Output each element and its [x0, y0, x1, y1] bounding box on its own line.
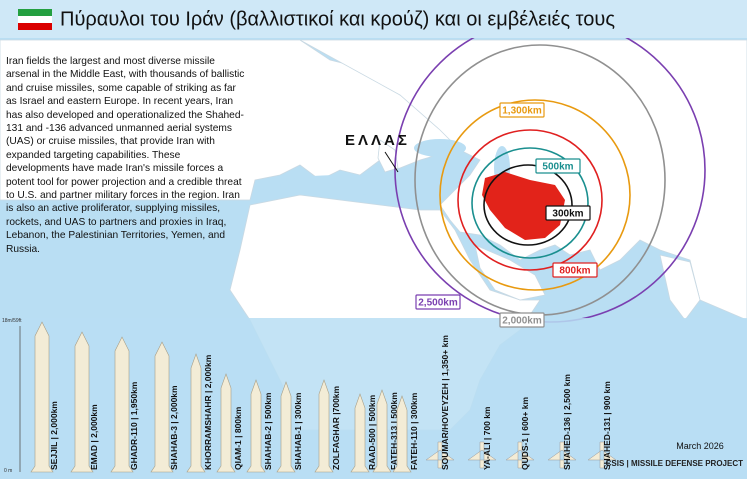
missile — [372, 389, 392, 473]
missile-label: ZOLFAGHAR |700km — [331, 385, 341, 470]
missile-label: SHAHAB-3 | 2,000km — [169, 385, 179, 470]
range-ring — [471, 147, 589, 259]
range-label: 2,500km — [418, 298, 458, 309]
range-ring — [439, 99, 631, 291]
range-label-box — [499, 102, 545, 118]
missile-label: FATEH-313 | 500km — [389, 392, 399, 470]
drone — [547, 441, 577, 469]
missile-label: KHORRAMSHAHR | 2,000km — [203, 354, 213, 470]
missile — [246, 379, 266, 473]
missile — [350, 393, 370, 473]
missile-label: FATEH-110 | 300km — [409, 392, 419, 470]
date: March 2026 — [676, 441, 724, 451]
title-bar — [0, 0, 747, 38]
range-label-box — [552, 262, 598, 278]
missile-label: SHAHAB-1 | 300km — [293, 392, 303, 470]
drone — [505, 441, 535, 469]
greece-label: ΕΛΛΑΣ — [345, 132, 410, 149]
greece-pointer — [384, 151, 399, 173]
range-label-box — [415, 294, 461, 310]
missile — [392, 395, 412, 473]
range-label: 800km — [559, 266, 590, 277]
missile-label: QIAM-1 | 800km — [233, 406, 243, 470]
range-label: 1,300km — [502, 106, 542, 117]
iran-flag — [18, 9, 52, 30]
missile — [186, 353, 206, 473]
scale-bottom: 0 m — [4, 468, 12, 474]
range-label: 2,000km — [502, 316, 542, 327]
range-ring — [483, 164, 573, 246]
drone — [587, 441, 617, 469]
missile-label: EMAD | 2,000km — [89, 404, 99, 470]
range-ring — [457, 129, 603, 271]
iran — [482, 172, 565, 240]
drone — [425, 441, 455, 469]
description: Iran fields the largest and most diverse… — [6, 56, 245, 255]
range-label-box — [499, 312, 545, 328]
missile-label: SEJJIL | 2,000km — [49, 401, 59, 470]
missile — [110, 336, 134, 473]
range-label: 300km — [552, 209, 583, 220]
range-label-box — [545, 205, 591, 221]
range-label-box — [535, 158, 581, 174]
source: CSIS | MISSILE DEFENSE PROJECT — [606, 459, 743, 468]
missile-label: GHADR-110 | 1,950km — [129, 381, 139, 470]
missile — [150, 341, 174, 473]
missile-label: YA-ALI | 700 km — [482, 406, 492, 470]
missile — [30, 321, 54, 473]
missile — [314, 379, 334, 473]
missile-label: SOUMAR/HOVEYZEH | 1,350+ km — [440, 335, 450, 470]
drone — [467, 441, 497, 469]
missile — [276, 381, 296, 473]
title: Πύραυλοι του Ιράν (βαλλιστικοί και κρούζ… — [60, 8, 615, 30]
missile-label: SHAHED-136 | 2,500 km — [562, 374, 572, 470]
range-label: 500km — [542, 162, 573, 173]
missile-label: QUDS-1 | 600+ km — [520, 397, 530, 470]
missile-label: SHAHED-131 | 900 km — [602, 381, 612, 470]
missiles: SEJJIL | 2,000km EMAD | 2,000km GHADR-110 … — [30, 321, 617, 473]
scale-top: 18m/59ft — [2, 318, 22, 324]
missile — [216, 373, 236, 473]
missile-label: SHAHAB-2 | 500km — [263, 392, 273, 470]
missile — [70, 331, 94, 473]
missile-label: RAAD-500 | 500km — [367, 394, 377, 470]
